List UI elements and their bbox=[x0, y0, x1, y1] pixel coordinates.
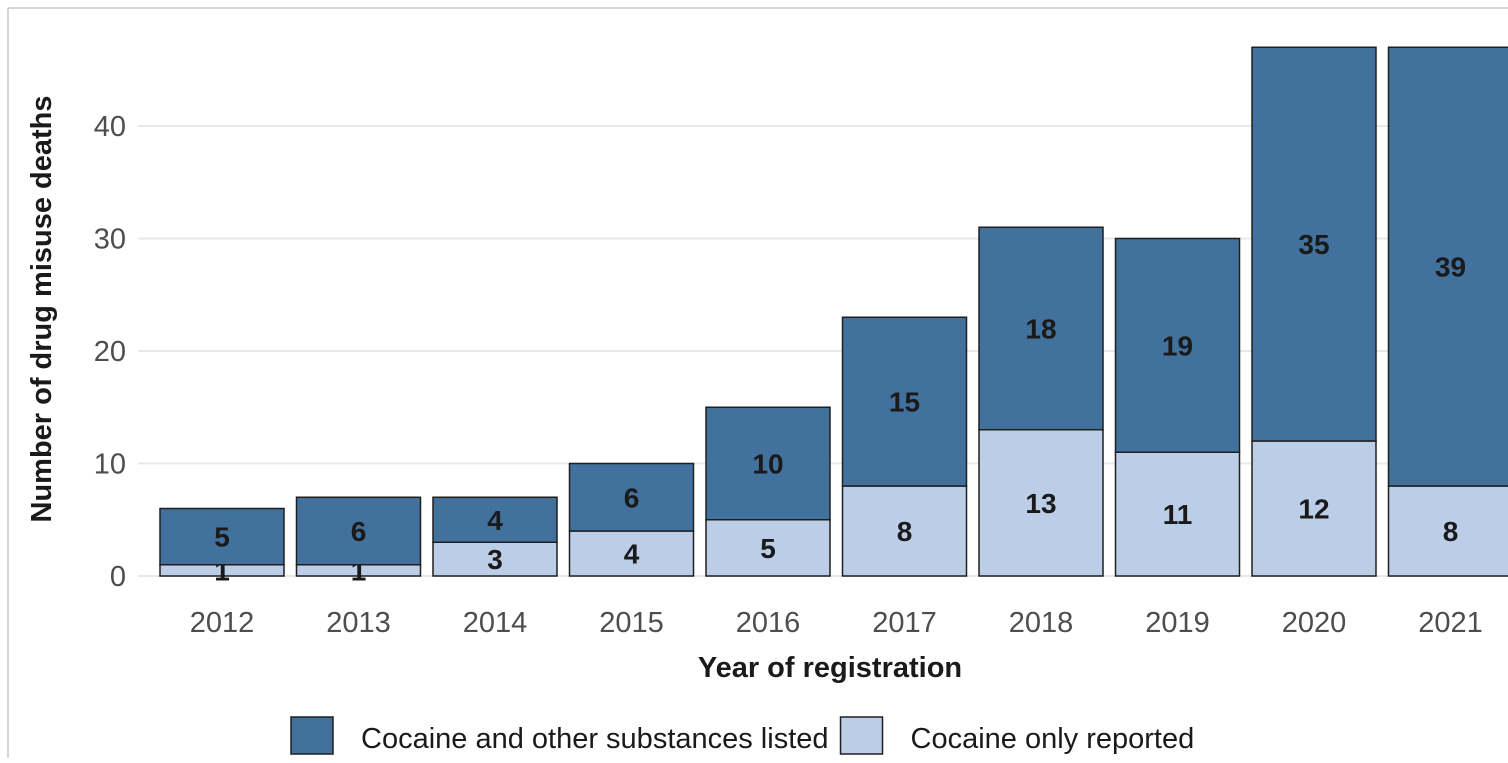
x-tick-label: 2020 bbox=[1282, 607, 1347, 639]
x-tick-label: 2018 bbox=[1009, 607, 1074, 639]
x-tick-label: 2012 bbox=[190, 607, 255, 639]
bar-value-label: 8 bbox=[897, 516, 913, 547]
bar-value-label: 11 bbox=[1163, 499, 1193, 530]
legend-swatch bbox=[841, 717, 883, 754]
bar-value-label: 5 bbox=[214, 522, 230, 553]
bar-value-label: 13 bbox=[1025, 488, 1056, 519]
bar-value-label: 6 bbox=[351, 516, 367, 547]
bar-value-label: 12 bbox=[1298, 494, 1329, 525]
bar-value-label: 35 bbox=[1298, 229, 1329, 260]
y-tick-label: 10 bbox=[94, 449, 126, 481]
bar-value-label: 39 bbox=[1435, 252, 1466, 283]
legend-label: Cocaine only reported bbox=[911, 723, 1195, 755]
bar-value-label: 6 bbox=[624, 482, 640, 513]
bar-value-label: 4 bbox=[624, 539, 640, 570]
y-tick-label: 40 bbox=[94, 111, 126, 143]
x-tick-label: 2017 bbox=[872, 607, 937, 639]
x-tick-label: 2021 bbox=[1418, 607, 1483, 639]
legend-swatch bbox=[291, 717, 333, 754]
y-tick-label: 0 bbox=[110, 561, 126, 593]
y-tick-label: 20 bbox=[94, 336, 126, 368]
x-tick-label: 2015 bbox=[599, 607, 664, 639]
bar-value-label: 3 bbox=[487, 544, 503, 575]
legend: Cocaine and other substances listed Cocai… bbox=[291, 717, 1194, 755]
x-tick-label: 2019 bbox=[1145, 607, 1210, 639]
bar-value-label: 8 bbox=[1443, 516, 1459, 547]
y-axis-title: Number of drug misuse deaths bbox=[26, 95, 58, 522]
x-axis-title: Year of registration bbox=[698, 652, 962, 684]
x-tick-label: 2013 bbox=[326, 607, 391, 639]
legend-label: Cocaine and other substances listed bbox=[361, 723, 829, 755]
bar-value-label: 10 bbox=[752, 449, 783, 480]
bar-value-label: 4 bbox=[487, 505, 503, 536]
bar-value-label: 15 bbox=[889, 387, 920, 418]
bar-value-label: 5 bbox=[760, 533, 776, 564]
y-tick-label: 30 bbox=[94, 224, 126, 256]
bar-value-label: 19 bbox=[1162, 330, 1193, 361]
x-tick-label: 2014 bbox=[463, 607, 528, 639]
bar-value-label: 18 bbox=[1025, 314, 1056, 345]
x-tick-label: 2016 bbox=[736, 607, 801, 639]
